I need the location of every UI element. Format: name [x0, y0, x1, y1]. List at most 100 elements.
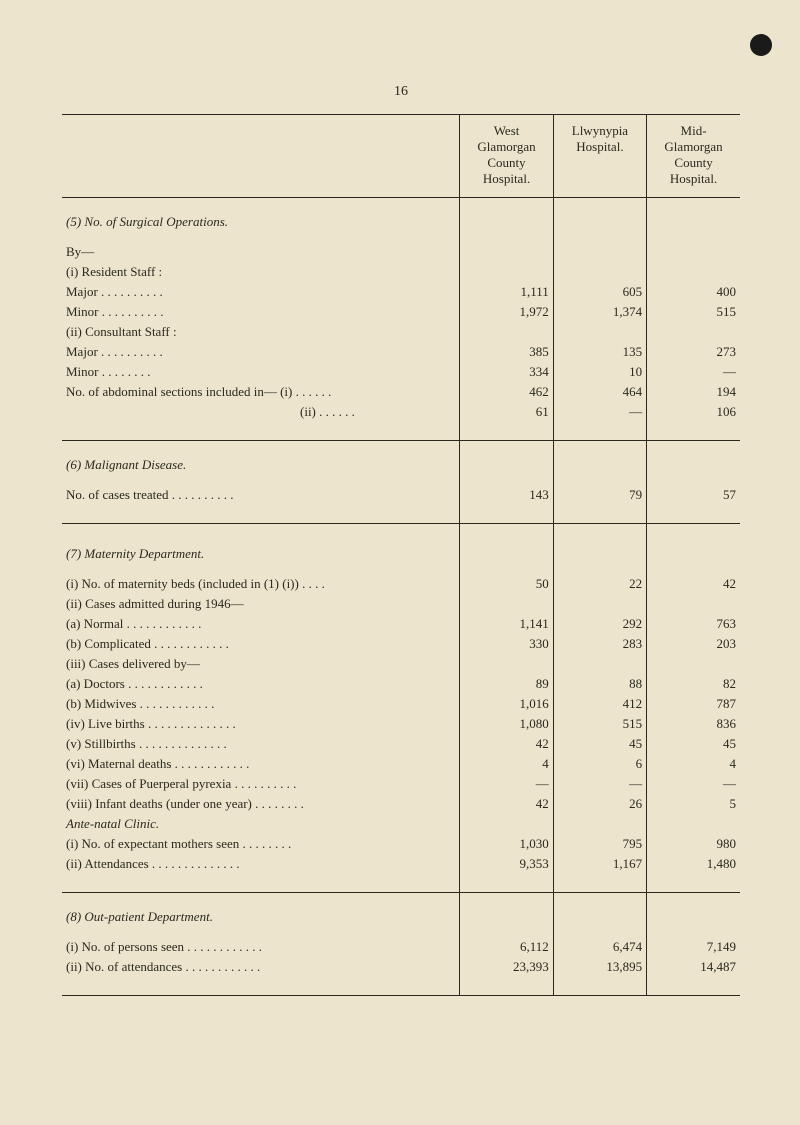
table-row: (ii) Cases admitted during 1946—: [62, 594, 740, 614]
cell: 57: [647, 475, 740, 517]
table-row: (a) Doctors . . . . . . . . . . . . 89 8…: [62, 674, 740, 694]
cell: 1,016: [460, 694, 553, 714]
cell: 61: [460, 402, 553, 434]
cell: 1,480: [647, 854, 740, 886]
cell: —: [647, 362, 740, 382]
ante-natal-label: Ante-natal Clinic.: [62, 814, 460, 834]
cell: 334: [460, 362, 553, 382]
row-label: Major . . . . . . . . . .: [62, 342, 460, 362]
section-8-title: (8) Out-patient Department.: [62, 893, 460, 928]
row-label: (b) Midwives . . . . . . . . . . . .: [62, 694, 460, 714]
cell: 1,111: [460, 282, 553, 302]
section-5-title: (5) No. of Surgical Operations.: [62, 198, 460, 233]
cell: 89: [460, 674, 553, 694]
cell: 7,149: [647, 927, 740, 957]
cell: 88: [553, 674, 646, 694]
table-row: (a) Normal . . . . . . . . . . . . 1,141…: [62, 614, 740, 634]
header-col2: Llwynypia Hospital.: [553, 115, 646, 198]
cell: 143: [460, 475, 553, 517]
cell: 1,030: [460, 834, 553, 854]
row-label: (a) Doctors . . . . . . . . . . . .: [62, 674, 460, 694]
divider: [62, 989, 740, 996]
row-label: Minor . . . . . . . . . .: [62, 302, 460, 322]
table-row: (i) No. of persons seen . . . . . . . . …: [62, 927, 740, 957]
row-label: Major . . . . . . . . . .: [62, 282, 460, 302]
table-row: Ante-natal Clinic.: [62, 814, 740, 834]
cell: 106: [647, 402, 740, 434]
table-row: (ii) Consultant Staff :: [62, 322, 740, 342]
cell: 194: [647, 382, 740, 402]
cell: 385: [460, 342, 553, 362]
table-row: (vi) Maternal deaths . . . . . . . . . .…: [62, 754, 740, 774]
cell: —: [553, 402, 646, 434]
table-row: Minor . . . . . . . . 334 10 —: [62, 362, 740, 382]
cell: 6: [553, 754, 646, 774]
table-row: No. of cases treated . . . . . . . . . .…: [62, 475, 740, 517]
row-label: (v) Stillbirths . . . . . . . . . . . . …: [62, 734, 460, 754]
cell: 50: [460, 564, 553, 594]
row-label: (vi) Maternal deaths . . . . . . . . . .…: [62, 754, 460, 774]
cell: 203: [647, 634, 740, 654]
row-label: No. of cases treated . . . . . . . . . .: [62, 475, 460, 517]
cell: 23,393: [460, 957, 553, 989]
cell: —: [647, 774, 740, 794]
table-row: (5) No. of Surgical Operations.: [62, 198, 740, 233]
page-dot: [750, 34, 772, 56]
row-label: (vii) Cases of Puerperal pyrexia . . . .…: [62, 774, 460, 794]
row-label: Minor . . . . . . . .: [62, 362, 460, 382]
cell: 283: [553, 634, 646, 654]
cell: 26: [553, 794, 646, 814]
cell: 79: [553, 475, 646, 517]
cell: 330: [460, 634, 553, 654]
cell: 980: [647, 834, 740, 854]
table-row: (v) Stillbirths . . . . . . . . . . . . …: [62, 734, 740, 754]
table-row: (i) No. of maternity beds (included in (…: [62, 564, 740, 594]
cell: 135: [553, 342, 646, 362]
row-label: (b) Complicated . . . . . . . . . . . .: [62, 634, 460, 654]
cell: 4: [647, 754, 740, 774]
row-label: (i) No. of expectant mothers seen . . . …: [62, 834, 460, 854]
cell: 45: [553, 734, 646, 754]
table-row: Major . . . . . . . . . . 1,111 605 400: [62, 282, 740, 302]
cell: 22: [553, 564, 646, 594]
table-row: (iv) Live births . . . . . . . . . . . .…: [62, 714, 740, 734]
cell: 42: [460, 794, 553, 814]
data-table: West Glamorgan County Hospital. Llwynypi…: [62, 114, 740, 996]
table-row: By—: [62, 232, 740, 262]
table-row: Minor . . . . . . . . . . 1,972 1,374 51…: [62, 302, 740, 322]
cell: 605: [553, 282, 646, 302]
row-label: (ii) No. of attendances . . . . . . . . …: [62, 957, 460, 989]
cell: 412: [553, 694, 646, 714]
cell: —: [553, 774, 646, 794]
cell: 6,112: [460, 927, 553, 957]
section-6-title: (6) Malignant Disease.: [62, 441, 460, 476]
row-label: (a) Normal . . . . . . . . . . . .: [62, 614, 460, 634]
row-label: (ii) . . . . . .: [62, 402, 460, 434]
cell: 462: [460, 382, 553, 402]
table-row: (b) Midwives . . . . . . . . . . . . 1,0…: [62, 694, 740, 714]
cell: 1,374: [553, 302, 646, 322]
table-row: (ii) No. of attendances . . . . . . . . …: [62, 957, 740, 989]
cell: 787: [647, 694, 740, 714]
row-label: (iv) Live births . . . . . . . . . . . .…: [62, 714, 460, 734]
resident-label: (i) Resident Staff :: [62, 262, 460, 282]
cell: 464: [553, 382, 646, 402]
section-7-title: (7) Maternity Department.: [62, 524, 460, 565]
cell: 45: [647, 734, 740, 754]
cell: 5: [647, 794, 740, 814]
cell: 4: [460, 754, 553, 774]
header-col1: West Glamorgan County Hospital.: [460, 115, 553, 198]
cell: 763: [647, 614, 740, 634]
cell: 42: [647, 564, 740, 594]
cell: 795: [553, 834, 646, 854]
table-row: (ii) . . . . . . 61 — 106: [62, 402, 740, 434]
cell: 9,353: [460, 854, 553, 886]
cell: 82: [647, 674, 740, 694]
cell: 400: [647, 282, 740, 302]
table-row: (i) No. of expectant mothers seen . . . …: [62, 834, 740, 854]
cell: 273: [647, 342, 740, 362]
consultant-label: (ii) Consultant Staff :: [62, 322, 460, 342]
page-number: 16: [62, 84, 740, 100]
table-header-row: West Glamorgan County Hospital. Llwynypi…: [62, 115, 740, 198]
cell: 1,141: [460, 614, 553, 634]
